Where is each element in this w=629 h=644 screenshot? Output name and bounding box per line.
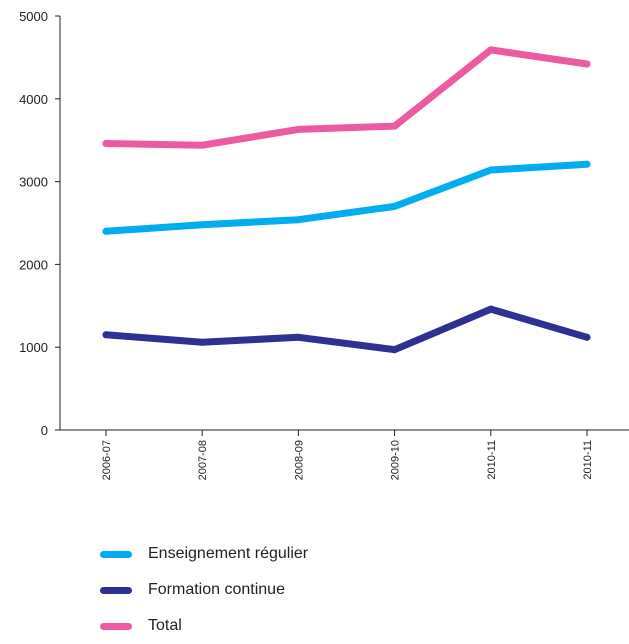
chart-legend: Enseignement régulier Formation continue… — [100, 536, 308, 644]
data-point — [102, 140, 110, 147]
x-tick-label: 2006-07 — [101, 440, 113, 480]
y-tick-label: 1000 — [19, 340, 48, 355]
legend-swatch-enseignement — [100, 550, 132, 558]
line-chart: 0 1000 2000 3000 4000 5000 2006-07 2007-08 2008-… — [19, 9, 629, 480]
legend-swatch-formation — [100, 586, 132, 594]
series-line-0 — [102, 160, 591, 235]
data-point — [198, 338, 206, 346]
y-tick-label: 5000 — [19, 9, 48, 24]
data-point — [487, 166, 495, 174]
data-point — [487, 46, 495, 54]
legend-label-formation: Formation continue — [148, 581, 285, 598]
data-point — [102, 331, 110, 339]
legend-item-formation: Formation continue — [100, 572, 308, 608]
legend-swatch-total — [100, 622, 132, 630]
x-tick-label: 2010-11 — [582, 440, 594, 480]
data-point — [583, 160, 591, 168]
data-point — [198, 221, 206, 229]
x-tick-label: 2007-08 — [197, 440, 209, 480]
y-tick-label: 4000 — [19, 92, 48, 107]
data-point — [198, 141, 206, 149]
series-line-1 — [102, 305, 591, 354]
data-point — [294, 216, 302, 224]
series-line-2 — [102, 46, 591, 149]
legend-label-total: Total — [148, 617, 182, 634]
y-tick-label: 3000 — [19, 175, 48, 190]
chart-series — [102, 46, 591, 354]
x-tick-label: 2008-09 — [293, 440, 305, 480]
data-point — [102, 227, 110, 235]
legend-item-enseignement: Enseignement régulier — [100, 536, 308, 572]
data-point — [583, 60, 591, 68]
data-point — [583, 333, 591, 341]
data-point — [391, 122, 399, 130]
data-point — [487, 305, 495, 313]
x-tick-label: 2009-10 — [390, 440, 402, 480]
y-tick-label: 0 — [41, 423, 48, 438]
y-tick-label: 2000 — [19, 257, 48, 272]
data-point — [294, 333, 302, 341]
chart-axes: 0 1000 2000 3000 4000 5000 2006-07 2007-08 2008-… — [19, 9, 629, 480]
legend-label-enseignement: Enseignement régulier — [148, 545, 309, 562]
x-tick-label: 2010-11 — [486, 440, 498, 480]
data-point — [391, 346, 399, 354]
data-point — [391, 202, 399, 210]
data-point — [294, 125, 302, 133]
legend-item-total: Total — [100, 608, 308, 644]
